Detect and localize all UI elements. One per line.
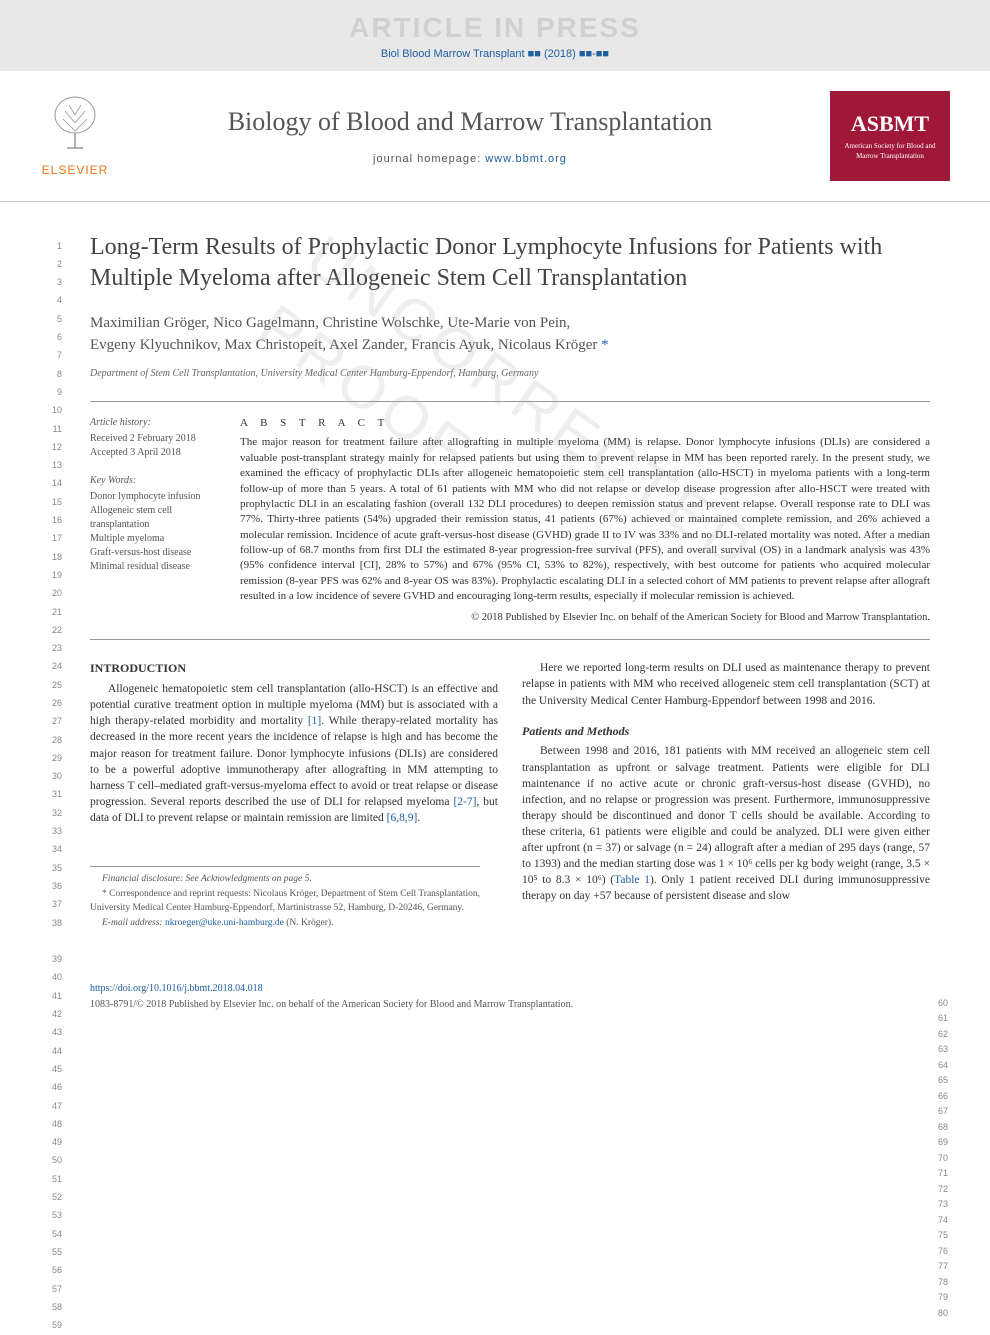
methods-heading: Patients and Methods (522, 723, 930, 740)
footnotes: Financial disclosure: See Acknowledgment… (90, 866, 480, 930)
journal-homepage: journal homepage: www.bbmt.org (110, 152, 830, 167)
line-numbers-right: 6061626364656667686970717273747576777879… (938, 997, 948, 1323)
keywords-label: Key Words: (90, 474, 226, 488)
journal-title: Biology of Blood and Marrow Transplantat… (110, 104, 830, 140)
right-column: Here we reported long-term results on DL… (522, 660, 930, 932)
doi-link[interactable]: https://doi.org/10.1016/j.bbmt.2018.04.0… (90, 982, 930, 996)
keyword: Donor lymphocyte infusion (90, 490, 226, 504)
intro-heading: INTRODUCTION (90, 660, 498, 677)
footer-copyright: 1083-8791/© 2018 Published by Elsevier I… (90, 998, 930, 1012)
left-column: INTRODUCTION Allogeneic hematopoietic st… (90, 660, 498, 932)
asbmt-logo: ASBMT American Society for Blood and Mar… (830, 91, 950, 181)
asbmt-subtext: American Society for Blood and Marrow Tr… (832, 142, 948, 162)
authors: Maximilian Gröger, Nico Gagelmann, Chris… (90, 312, 930, 357)
citation-line: Biol Blood Marrow Transplant ■■ (2018) ■… (0, 47, 990, 62)
keyword: Allogeneic stem cell transplantation (90, 504, 226, 532)
in-press-label: ARTICLE IN PRESS (0, 8, 990, 47)
article-info-left: Article history: Received 2 February 201… (90, 416, 240, 625)
journal-title-block: Biology of Blood and Marrow Transplantat… (110, 104, 830, 168)
asbmt-text: ASBMT (851, 109, 929, 140)
email-line: E-mail address: nkroeger@uke.uni-hamburg… (90, 917, 480, 930)
correspondence-note: * Correspondence and reprint requests: N… (90, 888, 480, 915)
elsevier-text: ELSEVIER (40, 162, 110, 179)
in-press-banner: ARTICLE IN PRESS Biol Blood Marrow Trans… (0, 0, 990, 71)
history-accepted: Accepted 3 April 2018 (90, 446, 226, 460)
body-columns: INTRODUCTION Allogeneic hematopoietic st… (90, 660, 930, 932)
abstract-text: The major reason for treatment failure a… (240, 436, 930, 602)
financial-disclosure: Financial disclosure: See Acknowledgment… (90, 873, 480, 886)
homepage-link[interactable]: www.bbmt.org (485, 153, 567, 165)
article-title: Long-Term Results of Prophylactic Donor … (90, 232, 930, 294)
corresp-mark: * (601, 337, 609, 353)
elsevier-logo: ELSEVIER (40, 93, 110, 179)
line-numbers-left: 1234567891011121314151617181920212223242… (42, 238, 62, 1335)
abstract-label: A B S T R A C T (240, 416, 930, 431)
page-footer: https://doi.org/10.1016/j.bbmt.2018.04.0… (0, 982, 990, 1032)
keyword: Minimal residual disease (90, 560, 226, 574)
abstract: A B S T R A C T The major reason for tre… (240, 416, 930, 625)
keyword: Graft-versus-host disease (90, 546, 226, 560)
history-label: Article history: (90, 416, 226, 430)
intro-continuation: Here we reported long-term results on DL… (522, 660, 930, 708)
methods-paragraph: Between 1998 and 2016, 181 patients with… (522, 743, 930, 904)
journal-header: ELSEVIER Biology of Blood and Marrow Tra… (0, 71, 990, 202)
affiliation: Department of Stem Cell Transplantation,… (90, 367, 930, 381)
history-received: Received 2 February 2018 (90, 432, 226, 446)
abstract-copyright: © 2018 Published by Elsevier Inc. on beh… (240, 611, 930, 626)
elsevier-tree-icon (45, 93, 105, 153)
email-link[interactable]: nkroeger@uke.uni-hamburg.de (165, 918, 284, 928)
article-content: UNCORRECTED PROOF 1234567891011121314151… (0, 202, 990, 953)
info-row: Article history: Received 2 February 201… (90, 401, 930, 640)
keyword: Multiple myeloma (90, 532, 226, 546)
intro-paragraph: Allogeneic hematopoietic stem cell trans… (90, 681, 498, 826)
